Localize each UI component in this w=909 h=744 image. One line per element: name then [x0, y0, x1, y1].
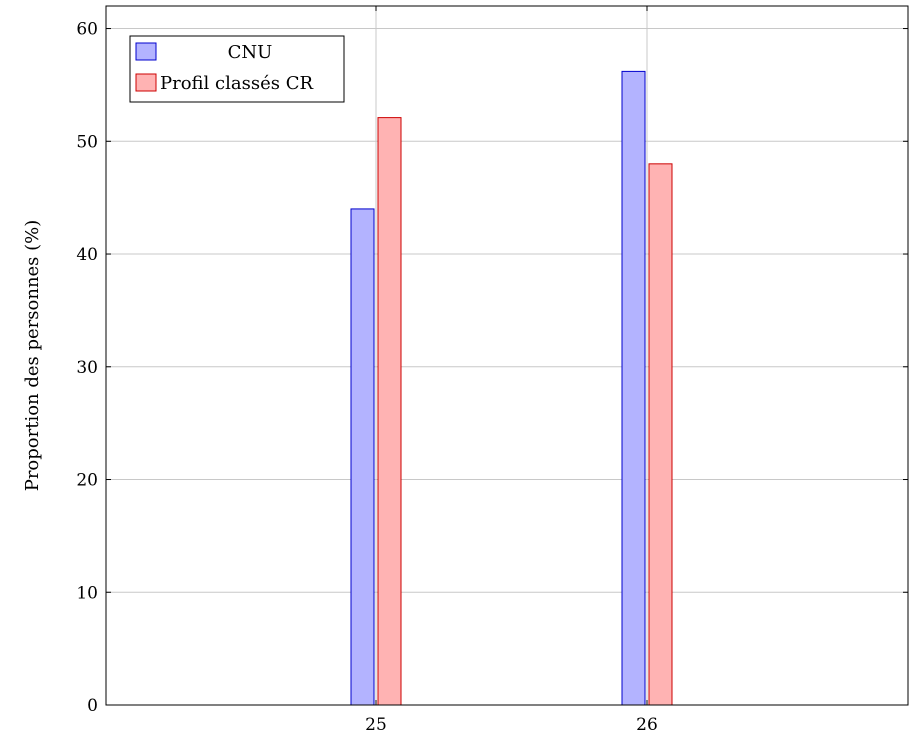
bar-profil-classes-cr-25 [377, 117, 402, 706]
x-tick-label: 25 [365, 715, 387, 735]
legend-label: CNU [228, 42, 273, 63]
bar-cnu-25 [350, 208, 375, 706]
legend-swatch [135, 42, 157, 61]
plot-frame [105, 5, 909, 706]
y-tick-label: 60 [76, 20, 98, 40]
y-axis-ticks: 0 10 20 30 40 50 60 [76, 20, 908, 716]
y-tick-label: 0 [87, 696, 98, 716]
legend-label: Profil classés CR [160, 73, 313, 94]
y-tick-label: 40 [76, 245, 98, 265]
bar-cnu-26 [621, 70, 646, 706]
legend: CNU Profil classés CR [129, 35, 345, 103]
legend-box [129, 35, 345, 103]
bars [350, 70, 673, 706]
y-tick-label: 30 [76, 358, 98, 378]
y-axis-label: Proportion des personnes (%) [22, 220, 43, 492]
x-axis-ticks: 25 26 [365, 6, 658, 735]
y-tick-label: 50 [76, 132, 98, 152]
legend-swatch [135, 73, 157, 92]
bar-profil-classes-cr-26 [648, 163, 673, 706]
grid-lines [106, 6, 908, 705]
y-tick-label: 20 [76, 471, 98, 491]
y-tick-label: 10 [76, 583, 98, 603]
x-tick-label: 26 [636, 715, 658, 735]
